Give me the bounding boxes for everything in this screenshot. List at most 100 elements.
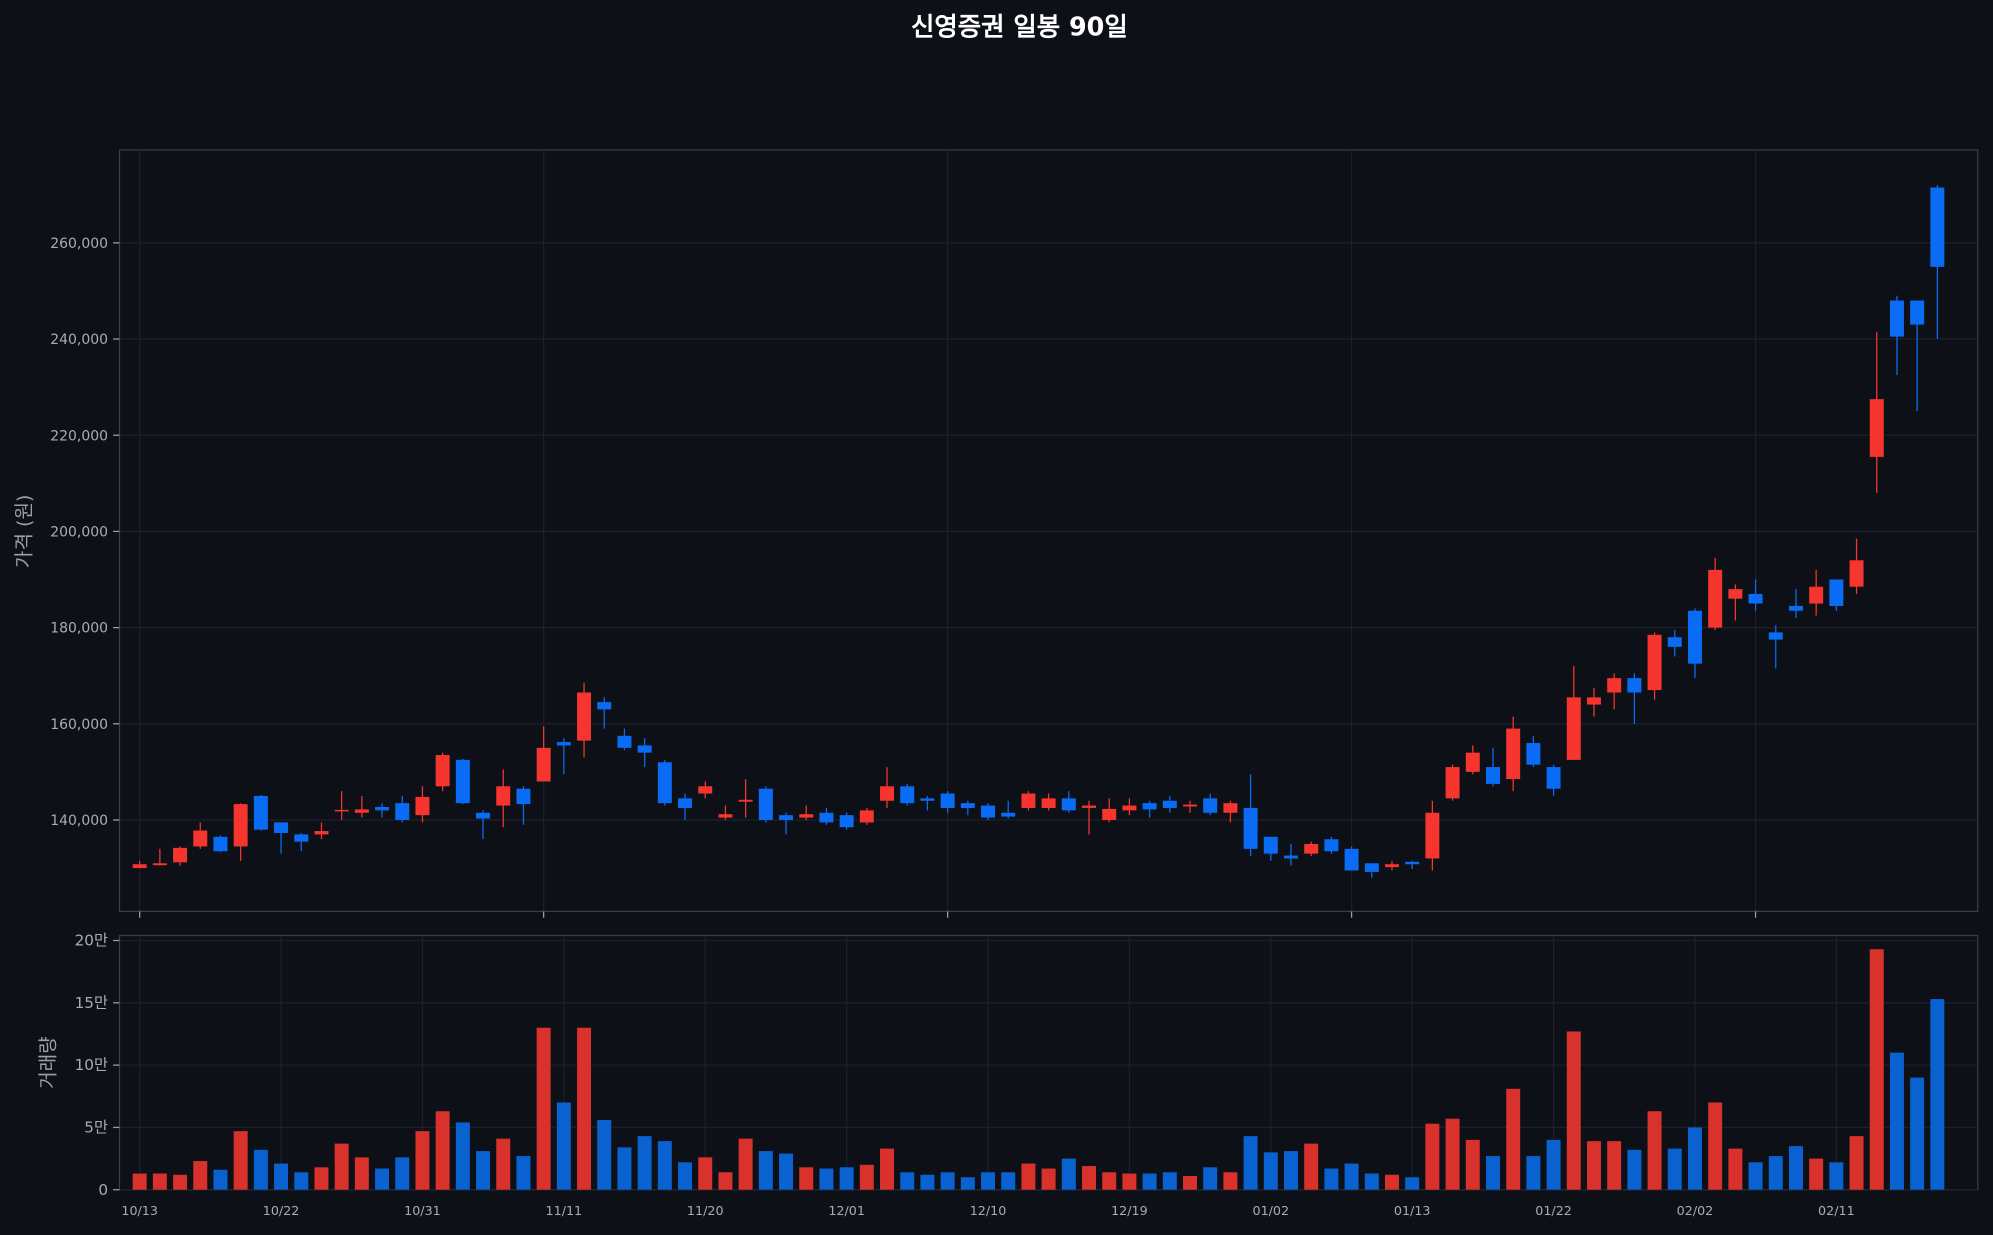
candle-body [577, 692, 592, 741]
volume-bar [354, 1157, 369, 1190]
candle-body [1304, 844, 1319, 854]
candle-body [1849, 560, 1864, 587]
candle-body [455, 759, 470, 804]
candle-body [1546, 767, 1561, 789]
candle-body [435, 755, 450, 787]
volume-bar [1041, 1168, 1056, 1190]
volume-bar [314, 1167, 329, 1190]
volume-bar [375, 1168, 390, 1190]
y-tick-label: 220,000 [50, 428, 108, 444]
volume-bar [718, 1172, 733, 1190]
volume-bar [637, 1136, 652, 1190]
candle-body [920, 798, 935, 801]
candle-body [1082, 805, 1097, 808]
candle-body [880, 786, 895, 801]
volume-bar [1708, 1102, 1723, 1190]
candle-body [1284, 855, 1298, 859]
candle-body [314, 831, 329, 835]
candle-body [859, 810, 874, 823]
volume-bar [1586, 1141, 1601, 1190]
candle-body [1607, 678, 1622, 693]
volume-bar [1526, 1156, 1541, 1190]
candle-body [1889, 300, 1904, 337]
volume-bar [900, 1172, 915, 1190]
x-tick-label: 01/22 [1535, 1203, 1572, 1218]
volume-bar [1142, 1173, 1157, 1190]
y-tick-label: 10만 [75, 1056, 108, 1074]
candle-body [779, 815, 794, 820]
volume-bar [678, 1162, 693, 1190]
volume-bar [1546, 1139, 1561, 1190]
volume-bar [799, 1167, 814, 1190]
chart-title: 신영증권 일봉 90일 [911, 12, 1128, 42]
volume-bar [152, 1173, 167, 1190]
volume-bar [880, 1148, 895, 1190]
volume-bar [1788, 1146, 1803, 1190]
volume-y-label: 거래량 [38, 1036, 60, 1089]
candle-body [1425, 812, 1440, 859]
candle-body [1485, 767, 1500, 784]
x-tick-label: 12/10 [970, 1203, 1007, 1218]
candle-body [1708, 569, 1723, 628]
candle-body [1506, 728, 1521, 780]
candle-body [193, 830, 208, 847]
candle-body [274, 822, 289, 833]
volume-bar [1869, 949, 1884, 1190]
candle-body [960, 803, 975, 808]
candle-body [1445, 767, 1460, 799]
volume-bar [496, 1138, 511, 1190]
candle-body [1829, 579, 1844, 606]
volume-bar [334, 1143, 349, 1190]
candle-body [981, 805, 996, 818]
volume-bar [1001, 1172, 1016, 1190]
candle-body [1667, 637, 1682, 647]
volume-bar [1809, 1158, 1824, 1190]
price-frame [118, 149, 1979, 913]
y-tick-label: 200,000 [50, 524, 108, 540]
x-tick-label: 11/11 [546, 1203, 583, 1218]
candle-body [1728, 589, 1743, 599]
x-tick-label: 11/20 [687, 1203, 724, 1218]
volume-bar [1183, 1176, 1197, 1190]
candle-body [698, 786, 713, 794]
candle-body [1041, 798, 1056, 808]
candle-body [556, 742, 571, 746]
candle-body [1748, 593, 1763, 604]
x-tick-label: 12/19 [1111, 1203, 1148, 1218]
candle-body [1001, 812, 1016, 817]
volume-bar [1768, 1156, 1783, 1190]
candle-body [253, 795, 268, 830]
volume-bar [1203, 1167, 1218, 1190]
volume-bar [738, 1138, 753, 1190]
candle-body [536, 747, 551, 782]
y-tick-label: 180,000 [50, 621, 108, 637]
volume-bar [819, 1168, 834, 1190]
volume-bar [1162, 1172, 1177, 1190]
candle-body [1344, 848, 1359, 871]
y-tick-label: 20만 [75, 932, 108, 950]
candle-body [354, 809, 369, 813]
candle-body [415, 796, 430, 816]
volume-bar [294, 1172, 309, 1190]
volume-bar [758, 1151, 773, 1190]
candle-body [718, 814, 733, 818]
volume-bar [1485, 1156, 1500, 1190]
volume-bar [1425, 1123, 1440, 1190]
price-y-label: 가격 (원) [14, 495, 36, 569]
y-tick-label: 260,000 [50, 236, 108, 252]
x-tick-label: 02/11 [1818, 1203, 1855, 1218]
volume-bar [455, 1122, 470, 1190]
candle-body [1142, 803, 1157, 810]
y-tick-label: 160,000 [50, 717, 108, 733]
volume-bar [1910, 1077, 1925, 1190]
volume-bar [1829, 1162, 1844, 1190]
volume-bar [1889, 1052, 1904, 1190]
volume-bar [1102, 1172, 1117, 1190]
candle-body [516, 788, 531, 805]
candle-body [1021, 793, 1036, 808]
volume-bar [1344, 1163, 1359, 1190]
volume-bar [1506, 1088, 1521, 1190]
candle-body [375, 806, 390, 811]
